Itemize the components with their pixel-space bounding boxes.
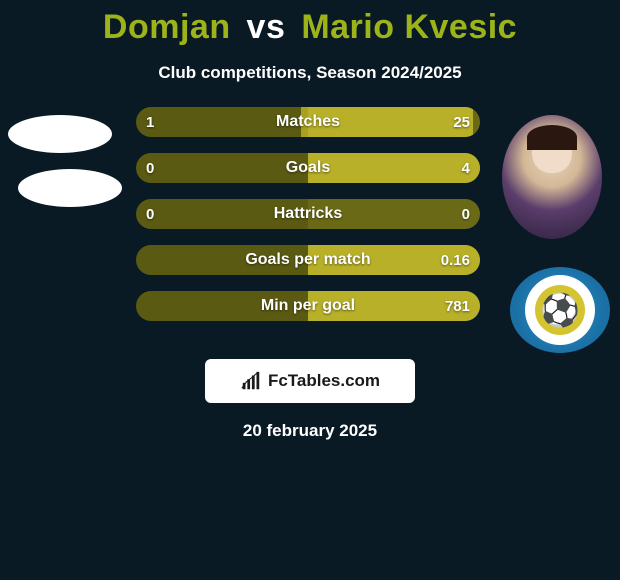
club-crest-icon [525, 275, 595, 345]
date-text: 20 february 2025 [0, 421, 620, 441]
player1-name: Domjan [103, 8, 231, 46]
player1-club-avatar [18, 169, 122, 207]
bar-label: Hattricks [136, 199, 480, 229]
comparison-bars: 125Matches 04Goals 00Hattricks 0.16Goals pe… [136, 107, 480, 337]
player2-club-avatar [510, 267, 610, 353]
bar-label: Min per goal [136, 291, 480, 321]
player2-name: Mario Kvesic [301, 8, 517, 46]
badge-text: FcTables.com [268, 371, 380, 391]
player2-avatar [502, 115, 602, 239]
comparison-title: Domjan vs Mario Kvesic [0, 0, 620, 47]
bar-chart-icon [240, 370, 262, 392]
stat-bar: 04Goals [136, 153, 480, 183]
bar-label: Matches [136, 107, 480, 137]
stat-bar: 781Min per goal [136, 291, 480, 321]
stat-bar: 00Hattricks [136, 199, 480, 229]
fctables-badge[interactable]: FcTables.com [205, 359, 415, 403]
bar-label: Goals [136, 153, 480, 183]
stat-bar: 125Matches [136, 107, 480, 137]
bar-label: Goals per match [136, 245, 480, 275]
subtitle: Club competitions, Season 2024/2025 [0, 63, 620, 83]
stat-bar: 0.16Goals per match [136, 245, 480, 275]
vs-text: vs [247, 8, 286, 46]
player1-avatar [8, 115, 112, 153]
chart-area: 125Matches 04Goals 00Hattricks 0.16Goals pe… [0, 107, 620, 347]
